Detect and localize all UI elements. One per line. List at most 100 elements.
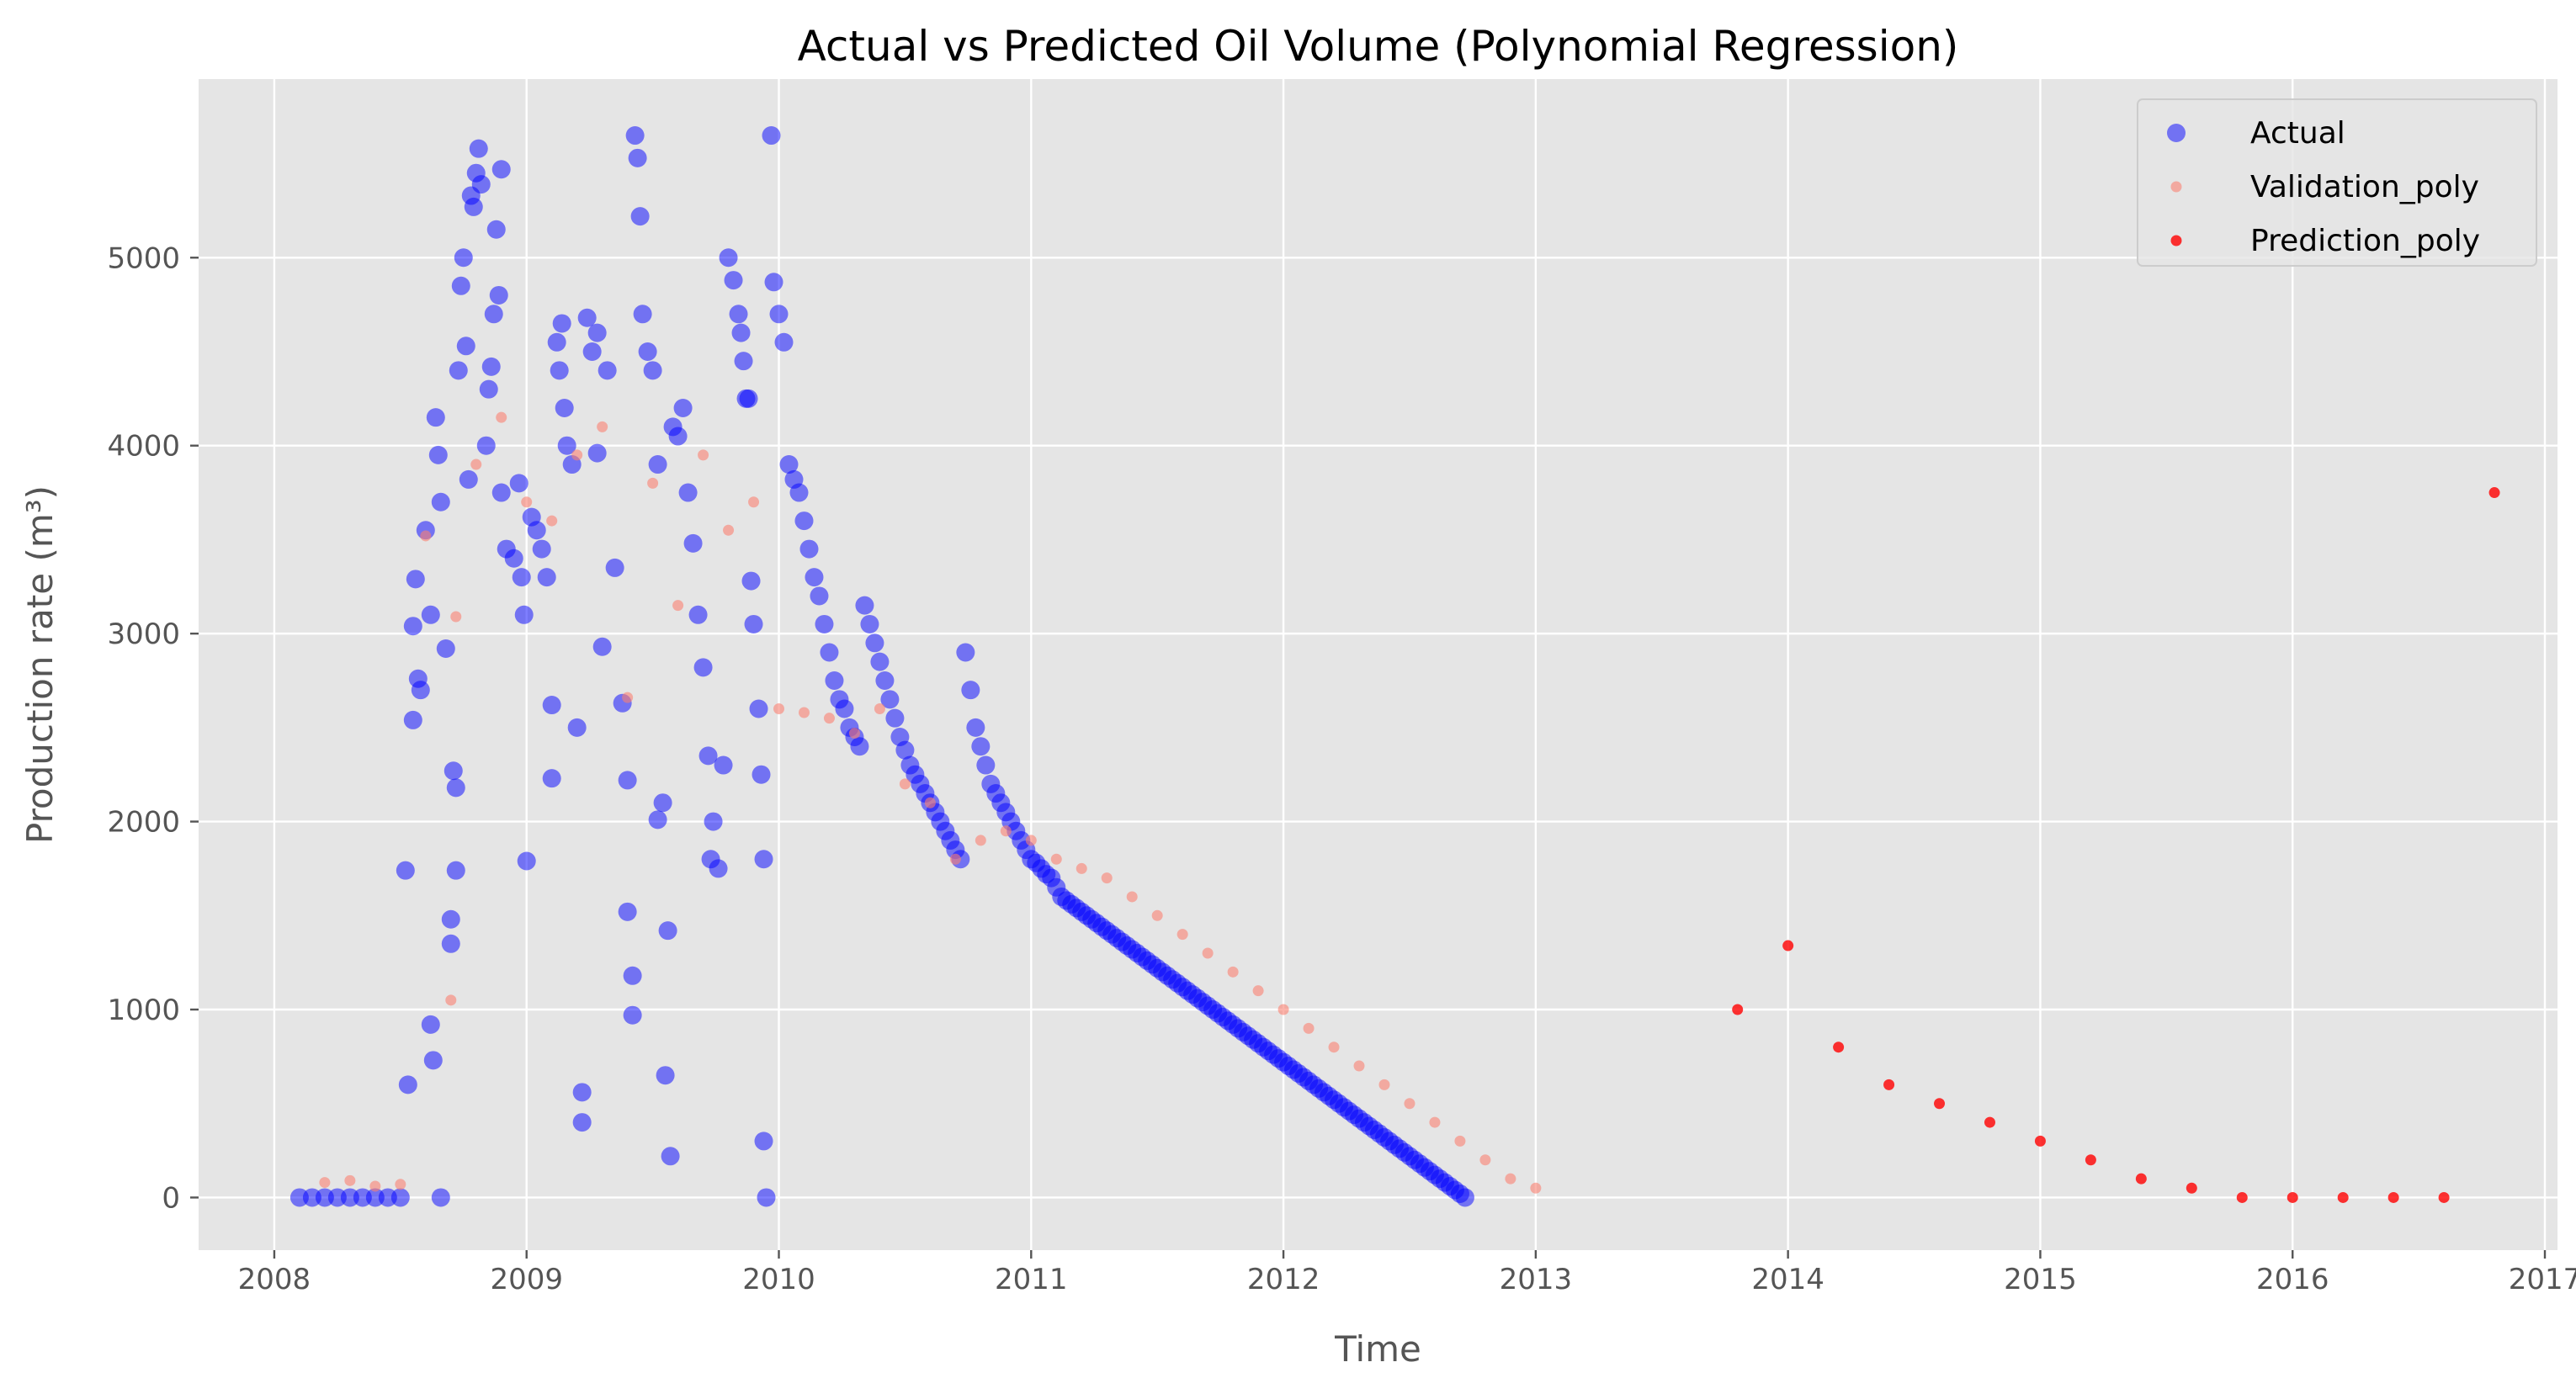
actual-point xyxy=(799,539,819,559)
actual-point xyxy=(744,614,763,633)
actual-point xyxy=(423,1051,443,1070)
actual-point xyxy=(446,861,465,880)
actual-point xyxy=(764,273,783,292)
prediction-point xyxy=(2135,1173,2147,1185)
actual-point xyxy=(875,670,895,690)
actual-point xyxy=(454,248,473,268)
actual-point xyxy=(572,1083,592,1102)
x-tick-label: 2011 xyxy=(995,1263,1068,1296)
series-prediction-poly xyxy=(1732,487,2500,1203)
plot-area xyxy=(199,79,2557,1250)
actual-point xyxy=(421,1015,440,1034)
legend: Actual Validation_poly Prediction_poly xyxy=(2137,98,2537,267)
actual-point xyxy=(471,175,491,194)
actual-point xyxy=(855,596,874,615)
prediction-point xyxy=(2438,1191,2450,1203)
actual-point xyxy=(704,812,723,831)
prediction-point xyxy=(1833,1042,1845,1053)
actual-point xyxy=(774,332,794,352)
validation-point xyxy=(723,524,735,536)
actual-point xyxy=(658,921,677,941)
x-tick-label: 2014 xyxy=(1751,1263,1824,1296)
actual-point xyxy=(489,285,508,305)
legend-box xyxy=(2137,98,2537,267)
actual-point xyxy=(514,605,534,624)
prediction-point xyxy=(2488,487,2500,499)
actual-point xyxy=(491,160,511,179)
actual-point xyxy=(648,455,667,474)
legend-entry-label: Prediction_poly xyxy=(2250,224,2480,258)
actual-point xyxy=(557,436,576,455)
validation-point xyxy=(1000,825,1012,837)
actual-point xyxy=(403,617,422,636)
actual-point xyxy=(527,521,546,540)
x-axis-label: Time xyxy=(1334,1328,1421,1370)
legend-marker xyxy=(2167,124,2186,142)
actual-point xyxy=(653,793,672,813)
actual-point xyxy=(709,859,728,878)
actual-point xyxy=(532,539,551,559)
actual-point xyxy=(633,305,652,324)
validation-point xyxy=(319,1177,331,1189)
actual-point xyxy=(504,549,523,568)
actual-point xyxy=(850,737,869,756)
actual-point xyxy=(860,614,879,633)
actual-point xyxy=(406,570,425,589)
actual-point xyxy=(805,568,824,587)
data-points xyxy=(289,126,2500,1207)
validation-point xyxy=(1479,1154,1491,1166)
validation-point xyxy=(1126,891,1138,903)
validation-point xyxy=(1076,862,1087,874)
x-tick-label: 2009 xyxy=(490,1263,563,1296)
actual-point xyxy=(779,455,799,474)
validation-point xyxy=(1025,835,1037,846)
actual-point xyxy=(870,652,890,671)
actual-point xyxy=(966,718,985,737)
validation-point xyxy=(698,449,709,461)
actual-point xyxy=(752,765,771,784)
prediction-point xyxy=(2236,1191,2248,1203)
validation-point xyxy=(597,421,608,432)
legend-entry-label: Actual xyxy=(2250,116,2345,151)
series-validation-poly xyxy=(319,411,1542,1194)
validation-point xyxy=(571,449,583,461)
validation-point xyxy=(420,530,432,542)
actual-point xyxy=(1455,1188,1474,1207)
validation-point xyxy=(748,496,760,508)
actual-point xyxy=(449,361,468,380)
x-tick-label: 2016 xyxy=(2256,1263,2329,1296)
validation-point xyxy=(445,994,457,1006)
actual-point xyxy=(741,571,761,591)
prediction-point xyxy=(2186,1182,2197,1194)
prediction-point xyxy=(1782,940,1794,951)
validation-point xyxy=(1378,1079,1390,1090)
actual-point xyxy=(739,389,758,408)
validation-point xyxy=(924,797,936,808)
validation-point xyxy=(395,1179,406,1190)
actual-point xyxy=(789,483,809,502)
validation-point xyxy=(1227,966,1239,978)
actual-point xyxy=(476,436,496,455)
x-tick-label: 2010 xyxy=(742,1263,815,1296)
validation-point xyxy=(823,713,835,724)
actual-point xyxy=(491,483,511,502)
actual-point xyxy=(555,399,574,418)
x-tick-label: 2012 xyxy=(1247,1263,1320,1296)
validation-point xyxy=(1252,985,1264,997)
actual-point xyxy=(598,361,617,380)
actual-point xyxy=(431,1188,450,1207)
legend-marker xyxy=(2170,181,2182,193)
actual-point xyxy=(464,197,483,216)
actual-point xyxy=(880,690,900,709)
validation-point xyxy=(450,611,462,623)
actual-point xyxy=(757,1188,776,1207)
prediction-point xyxy=(2387,1191,2399,1203)
x-tick-label: 2008 xyxy=(238,1263,311,1296)
validation-point xyxy=(672,600,684,612)
legend-marker xyxy=(2170,235,2182,246)
actual-point xyxy=(628,148,647,167)
prediction-point xyxy=(2287,1191,2298,1203)
actual-point xyxy=(618,771,637,790)
actual-point xyxy=(431,492,450,511)
